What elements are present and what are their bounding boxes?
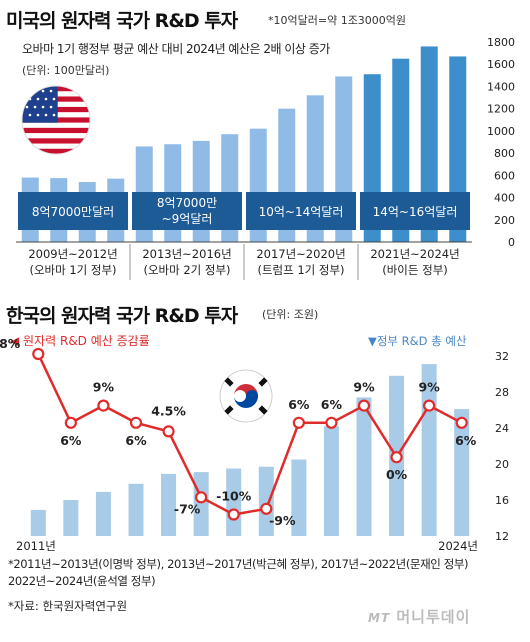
us-ytick-600: 600 [494, 169, 515, 182]
kr-flag-trigram-1 [258, 377, 268, 387]
us-group-admin-0: (오바마 1기 정부) [29, 263, 116, 277]
us-group-period-3: 2021년~2024년 [370, 247, 459, 261]
us-band-label-1: 8억7000만 [157, 196, 217, 210]
us-group-admin-3: (바이든 정부) [382, 263, 448, 277]
us-ytick-1000: 1000 [487, 125, 515, 138]
kr-growth-label-2019: 6% [288, 397, 310, 412]
kr-growth-point-2023 [423, 399, 436, 412]
us-band-label-0: 8억7000만달러 [32, 205, 114, 219]
brand-mt: MT [368, 611, 391, 625]
kr-growth-label-2022: 0% [386, 467, 408, 482]
kr-growth-point-2024 [455, 416, 468, 429]
kr-ytick-28: 28 [495, 386, 509, 399]
kr-growth-label-2021: 9% [353, 380, 375, 395]
us-band-1 [132, 192, 242, 230]
us-rd-bar-chart: 8억7000만달러 2009년~2012년 (오바마 1기 정부) 8억7000만 ~9… [16, 36, 515, 280]
us-band-label-1: ~9억달러 [162, 212, 213, 226]
kr-bar-2012 [63, 500, 79, 536]
us-band-2 [246, 192, 356, 230]
kr-flag-trigram-2 [224, 405, 234, 415]
kr-growth-point-2012 [64, 416, 77, 429]
us-chart-subtitle: 오바마 1기 행정부 평균 예산 대비 2024년 예산은 2배 이상 증가 [22, 42, 330, 56]
kr-bar-2020 [323, 426, 339, 536]
kr-growth-label-2015: 4.5% [151, 403, 186, 418]
kr-flag-trigram-0 [224, 377, 234, 387]
us-ytick-1200: 1200 [487, 103, 515, 116]
kr-bar-2011 [30, 509, 46, 536]
kr-growth-point-2014 [129, 416, 143, 429]
kr-growth-label-2017: -10% [216, 489, 252, 504]
us-group-admin-1: (오바마 2기 정부) [143, 263, 230, 277]
us-ytick-800: 800 [494, 147, 515, 160]
us-ytick-0: 0 [508, 236, 515, 249]
us-chart-title: 미국의 원자력 국가 R&D 투자 [6, 10, 238, 32]
kr-growth-point-2018 [260, 502, 273, 515]
footnotes: *2011년~2013년(이명박 정부), 2013년~2017년(박근혜 정부… [8, 556, 469, 590]
us-ytick-1800: 1800 [487, 36, 515, 49]
kr-growth-label-2023: 9% [419, 380, 441, 395]
us-ytick-400: 400 [494, 192, 515, 205]
kr-flag-taeguk-blue [234, 390, 258, 408]
kr-growth-label-2024: 6% [455, 433, 477, 448]
footnote-line-1: *2011년~2013년(이명박 정부), 2013년~2017년(박근혜 정부… [8, 557, 469, 571]
us-band-0 [18, 192, 128, 230]
us-band-label-3: 14억~16억달러 [373, 205, 458, 219]
kr-bar-2018 [258, 466, 274, 536]
kr-growth-point-2016 [195, 491, 208, 504]
us-group-period-0: 2009년~2012년 [28, 247, 117, 261]
kr-growth-label-2013: 9% [93, 380, 115, 395]
kr-xlabel-first: 2011년 [16, 539, 56, 553]
us-chart-unit: (단위: 100만달러) [22, 64, 110, 77]
kr-growth-point-2013 [97, 399, 110, 412]
kr-growth-label-2016: -7% [174, 501, 201, 516]
kr-growth-label-2014: 6% [125, 433, 147, 448]
brand-name: 머니투데이 [396, 608, 471, 626]
kr-bar-2021 [356, 397, 372, 536]
us-band-label-2: 10억~14억달러 [259, 205, 344, 219]
kr-ytick-32: 32 [495, 350, 509, 363]
kr-bar-2019 [291, 459, 307, 536]
kr-growth-point-2020 [325, 416, 338, 429]
kr-growth-label-2018: -9% [269, 513, 296, 528]
kr-growth-point-2015 [162, 425, 175, 438]
kr-growth-label-2011: 18% [0, 336, 21, 351]
brand-logo: MT 머니투데이 [368, 606, 470, 627]
kr-line-legend: ◀ 원자력 R&D 예산 증감률 [10, 334, 150, 348]
kr-growth-point-2022 [390, 451, 403, 464]
kr-bar-2024 [454, 409, 470, 536]
kr-ytick-20: 20 [495, 458, 509, 471]
kr-bar-2014 [128, 483, 144, 536]
kr-growth-line [37, 353, 463, 516]
currency-note: *10억달러=약 1조3000억원 [268, 14, 407, 27]
kr-chart-unit: (단위: 조원) [262, 308, 319, 321]
kr-growth-point-2019 [292, 416, 305, 429]
kr-ytick-12: 12 [495, 530, 509, 543]
us-band-3 [360, 192, 470, 230]
us-ytick-1400: 1400 [487, 80, 515, 93]
us-flag-rim [21, 85, 91, 155]
kr-ytick-16: 16 [495, 494, 509, 507]
kr-growth-point-2017 [227, 508, 240, 521]
kr-bar-2013 [95, 491, 111, 536]
footnote-line-2: 2022년~2024년(윤석열 정부) [8, 574, 156, 588]
source-note: *자료: 한국원자력연구원 [8, 599, 128, 613]
kr-ytick-24: 24 [495, 422, 509, 435]
kr-xlabel-last: 2024년 [438, 539, 478, 553]
us-ytick-200: 200 [494, 214, 515, 227]
kr-rd-combo-chart: ◀ 원자력 R&D 예산 증감률 ▼정부 R&D 총 예산 12 16 20 24 28 32… [0, 334, 509, 553]
kr-growth-label-2020: 6% [321, 397, 343, 412]
kr-growth-point-2011 [32, 347, 45, 361]
kr-bar-legend: ▼정부 R&D 총 예산 [368, 334, 467, 348]
us-group-admin-2: (트럼프 1기 정부) [257, 263, 344, 277]
us-group-period-1: 2013년~2016년 [142, 247, 231, 261]
us-ytick-1600: 1600 [487, 58, 515, 71]
us-group-period-2: 2017년~2020년 [256, 247, 345, 261]
kr-chart-title: 한국의 원자력 국가 R&D 투자 [6, 305, 238, 327]
kr-flag-trigram-3 [258, 405, 268, 415]
kr-growth-point-2021 [357, 399, 371, 412]
kr-growth-label-2012: 6% [60, 433, 82, 448]
kr-bar-2015 [161, 473, 177, 536]
